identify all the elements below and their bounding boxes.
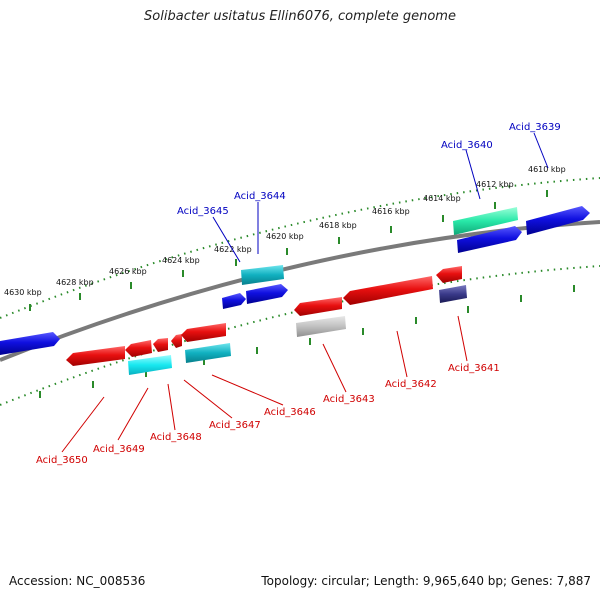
label-acid-3650[interactable]: Acid_3650 — [36, 455, 88, 466]
label-acid-3643[interactable]: Acid_3643 — [323, 394, 375, 405]
gene-acid-3644[interactable] — [241, 265, 284, 285]
bottom-label-connectors — [61, 315, 468, 453]
kbp-label: 4628 kbp — [56, 278, 94, 287]
label-acid-3644[interactable]: Acid_3644 — [234, 191, 286, 202]
accession-text: Accession: NC_008536 — [9, 574, 146, 588]
label-acid-3639[interactable]: Acid_3639 — [509, 122, 561, 133]
gene-acid-3647[interactable] — [171, 334, 182, 348]
kbp-label: 4610 kbp — [528, 165, 566, 174]
gene-acid-3643[interactable] — [294, 297, 342, 316]
ruler-bottom-ticks — [39, 285, 575, 398]
label-acid-3647[interactable]: Acid_3647 — [209, 420, 261, 431]
genome-backbone — [0, 220, 600, 362]
label-acid-3646[interactable]: Acid_3646 — [264, 407, 316, 418]
gene-acid-3643-gray[interactable] — [296, 316, 346, 337]
kbp-label: 4618 kbp — [319, 221, 357, 230]
genes-minus-strand — [66, 266, 467, 375]
gene-acid-3639[interactable] — [526, 206, 590, 235]
top-labels: Acid_3645 Acid_3644 Acid_3640 Acid_3639 — [177, 122, 561, 217]
ruler-top — [0, 177, 600, 319]
gene-acid-3641-navy[interactable] — [439, 285, 467, 303]
ruler-top-ticks — [29, 190, 548, 311]
gene-acid-3640[interactable] — [453, 207, 518, 235]
kbp-label: 4620 kbp — [266, 232, 304, 241]
label-acid-3645[interactable]: Acid_3645 — [177, 206, 229, 217]
gene-acid-3650[interactable] — [66, 346, 125, 366]
gene-acid-3642[interactable] — [343, 276, 433, 305]
kbp-label: 4626 kbp — [109, 267, 147, 276]
label-acid-3642[interactable]: Acid_3642 — [385, 379, 437, 390]
kbp-label: 4624 kbp — [162, 256, 200, 265]
kbp-label: 4630 kbp — [4, 288, 42, 297]
kbp-labels: 4630 kbp 4628 kbp 4626 kbp 4624 kbp 4622… — [4, 165, 566, 297]
gene-acid-3644-adjacent[interactable] — [246, 284, 288, 304]
kbp-label: 4614 kbp — [423, 194, 461, 203]
gene-acid-3649-cyan[interactable] — [128, 355, 172, 375]
top-label-connectors — [212, 132, 549, 263]
gene-acid-3645[interactable] — [222, 293, 246, 309]
gene-acid-3649[interactable] — [125, 340, 152, 357]
kbp-label: 4616 kbp — [372, 207, 410, 216]
gene-acid-3648[interactable] — [153, 338, 168, 352]
gene-acid-3646-cyan[interactable] — [185, 343, 231, 363]
genome-summary-text: Topology: circular; Length: 9,965,640 bp… — [261, 574, 591, 588]
bottom-labels: Acid_3650 Acid_3649 Acid_3648 Acid_3647 … — [36, 363, 500, 466]
label-acid-3640[interactable]: Acid_3640 — [441, 140, 493, 151]
ruler-bottom — [0, 265, 600, 406]
label-acid-3641[interactable]: Acid_3641 — [448, 363, 500, 374]
gene-left-blue[interactable] — [0, 332, 60, 355]
page-title: Solibacter usitatus Ellin6076, complete … — [144, 9, 456, 24]
gene-acid-3640-adjacent[interactable] — [457, 226, 522, 253]
label-acid-3648[interactable]: Acid_3648 — [150, 432, 202, 443]
gene-acid-3646[interactable] — [181, 323, 226, 342]
genes-plus-strand — [0, 206, 590, 355]
gene-acid-3641[interactable] — [436, 266, 462, 283]
kbp-label: 4612 kbp — [476, 180, 514, 189]
label-acid-3649[interactable]: Acid_3649 — [93, 444, 145, 455]
